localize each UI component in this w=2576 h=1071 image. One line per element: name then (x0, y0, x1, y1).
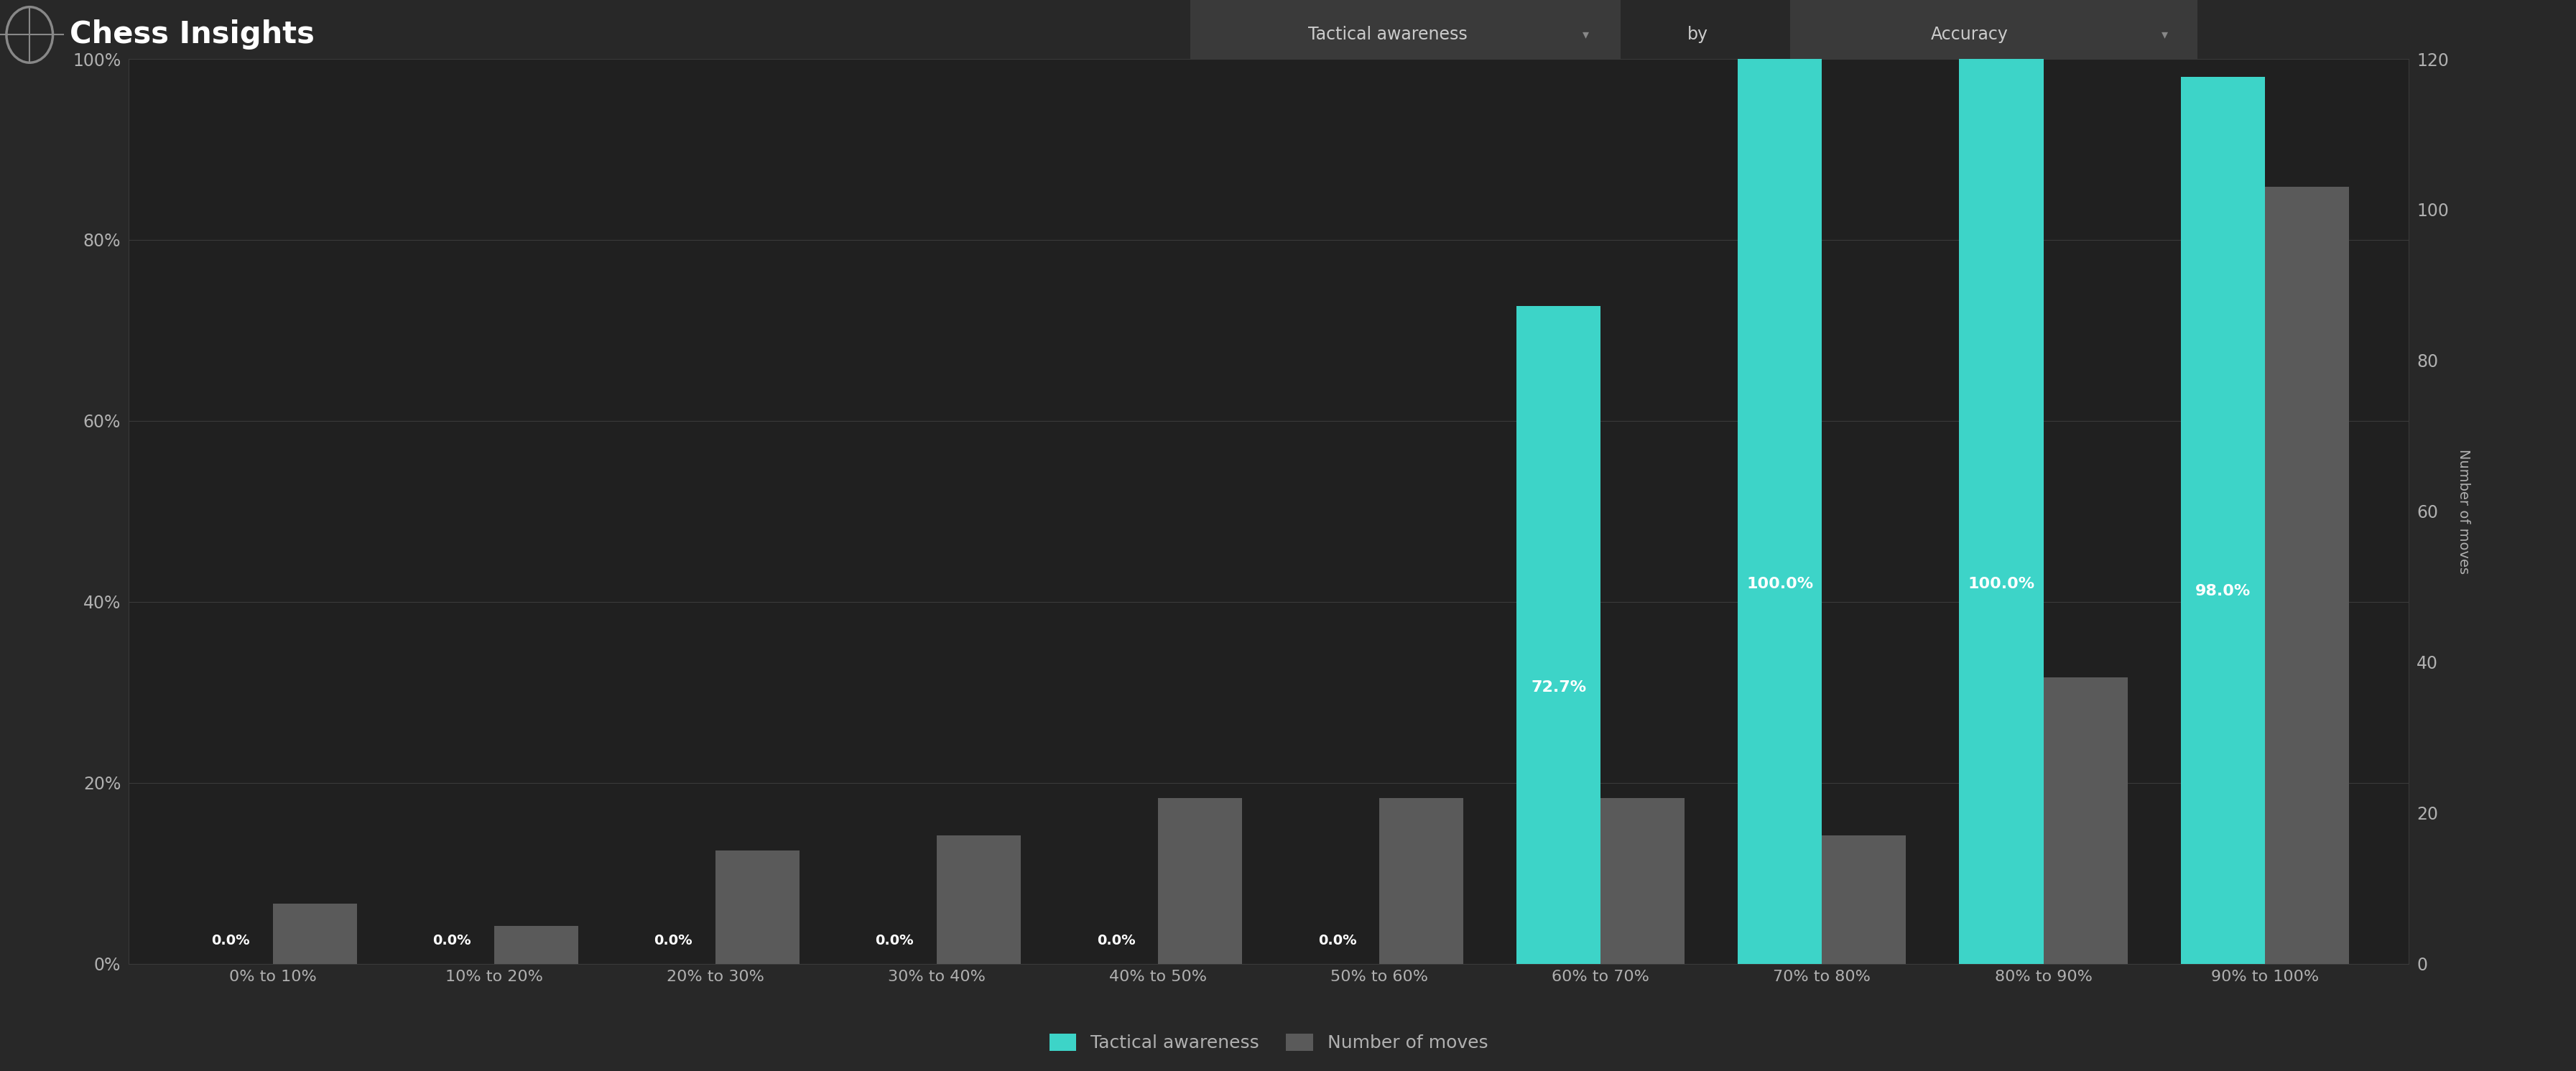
FancyBboxPatch shape (1790, 0, 2197, 70)
Text: 0.0%: 0.0% (211, 934, 250, 948)
Text: Chess Insights: Chess Insights (70, 19, 314, 50)
Text: Tactical awareness: Tactical awareness (1309, 26, 1468, 44)
Bar (1600, 798, 1685, 964)
Text: 0.0%: 0.0% (1319, 934, 1358, 948)
Bar (1821, 835, 1906, 964)
Bar (1159, 798, 1242, 964)
Text: 0.0%: 0.0% (876, 934, 914, 948)
Text: 72.7%: 72.7% (1530, 680, 1587, 695)
Text: 0.0%: 0.0% (433, 934, 471, 948)
Bar (2264, 187, 2349, 964)
Bar (716, 850, 799, 964)
Text: ▾: ▾ (1582, 28, 1589, 42)
Text: Accuracy: Accuracy (1929, 26, 2009, 44)
Bar (1960, 59, 2043, 964)
Text: 98.0%: 98.0% (2195, 584, 2251, 599)
Text: 100.0%: 100.0% (1968, 576, 2035, 591)
Text: 0.0%: 0.0% (654, 934, 693, 948)
Bar (2043, 677, 2128, 964)
Legend: Tactical awareness, Number of moves: Tactical awareness, Number of moves (1043, 1026, 1494, 1059)
Bar (938, 835, 1020, 964)
Text: by: by (1687, 26, 1708, 44)
Text: ▾: ▾ (2161, 28, 2169, 42)
Bar (495, 926, 577, 964)
Bar (2182, 77, 2264, 964)
Text: 0.0%: 0.0% (1097, 934, 1136, 948)
FancyBboxPatch shape (1190, 0, 1620, 70)
Bar (1517, 306, 1600, 964)
Bar (1378, 798, 1463, 964)
Bar (273, 904, 355, 964)
Bar (1739, 59, 1821, 964)
Y-axis label: Number of moves: Number of moves (2458, 449, 2470, 574)
Text: 100.0%: 100.0% (1747, 576, 1814, 591)
